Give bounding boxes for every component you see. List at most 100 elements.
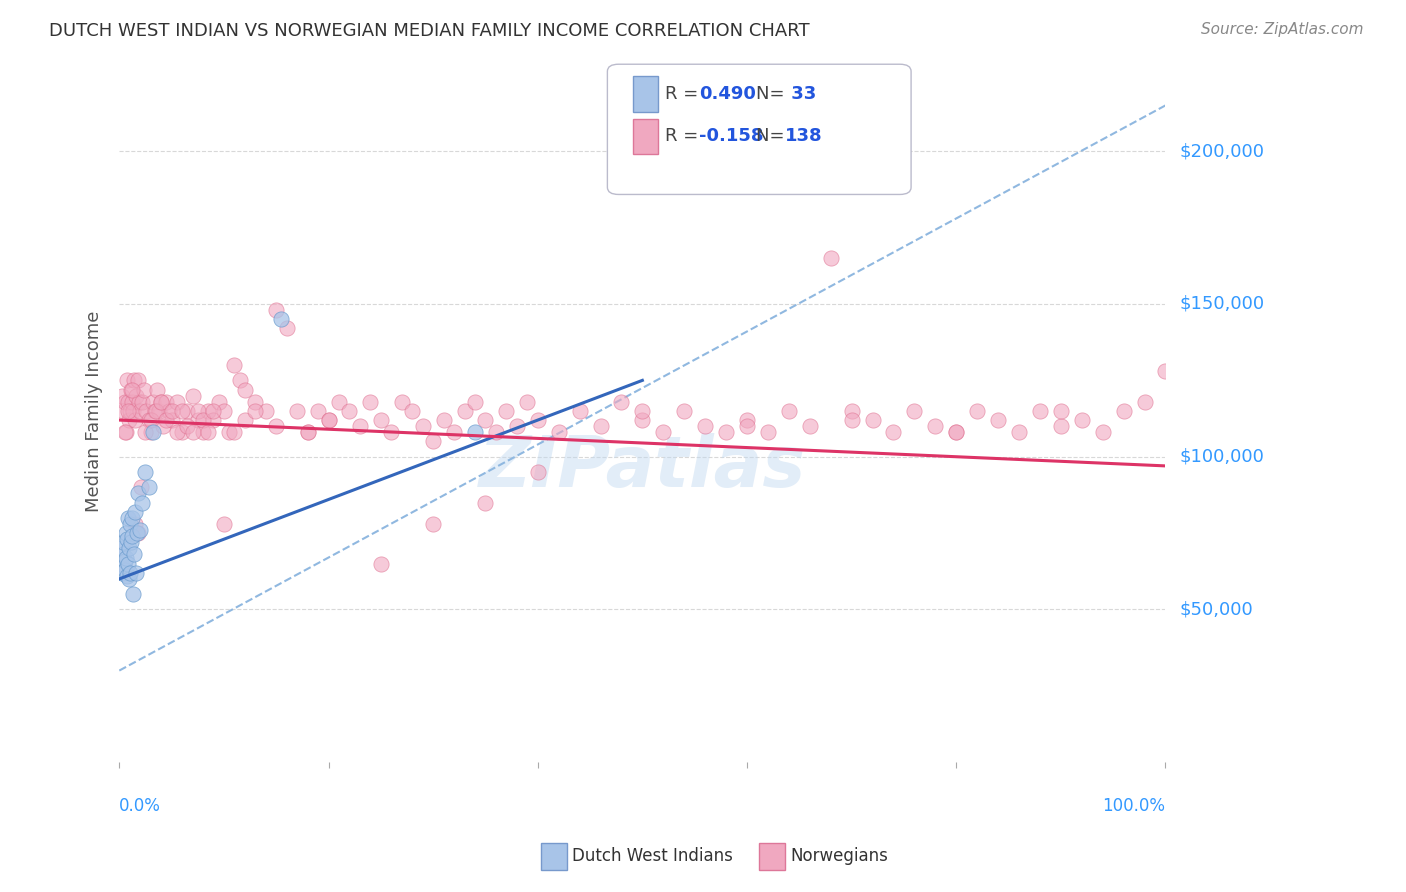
Point — [118, 404, 141, 418]
Point — [778, 404, 800, 418]
Point — [233, 383, 256, 397]
Point — [339, 404, 361, 418]
Point — [1008, 425, 1031, 440]
Text: Source: ZipAtlas.com: Source: ZipAtlas.com — [1201, 22, 1364, 37]
Text: $200,000: $200,000 — [1180, 142, 1264, 161]
Point — [589, 419, 612, 434]
Point — [155, 394, 177, 409]
Point — [181, 425, 204, 440]
Point — [121, 394, 143, 409]
Point — [139, 413, 162, 427]
Point — [233, 413, 256, 427]
Point — [134, 465, 156, 479]
Point — [127, 526, 149, 541]
Text: 100.0%: 100.0% — [1102, 797, 1166, 815]
Point — [114, 553, 136, 567]
Point — [485, 425, 508, 440]
Point — [124, 505, 146, 519]
Point — [112, 404, 135, 418]
Point — [121, 383, 143, 397]
Point — [170, 404, 193, 418]
Point — [122, 404, 145, 418]
Point — [516, 394, 538, 409]
Point — [131, 394, 153, 409]
Point — [120, 383, 142, 397]
Point — [114, 425, 136, 440]
Point — [143, 404, 166, 418]
Point — [212, 404, 235, 418]
Text: Dutch West Indians: Dutch West Indians — [572, 847, 733, 865]
Text: Norwegians: Norwegians — [790, 847, 889, 865]
Point — [1070, 413, 1092, 427]
Point — [118, 541, 141, 556]
Point — [1091, 425, 1114, 440]
Point — [610, 394, 633, 409]
Point — [276, 321, 298, 335]
Point — [652, 425, 675, 440]
Point — [191, 413, 214, 427]
Point — [359, 394, 381, 409]
Point — [799, 419, 821, 434]
Point — [197, 425, 219, 440]
Point — [110, 557, 132, 571]
Point — [464, 394, 486, 409]
Point — [1050, 404, 1073, 418]
Point — [254, 404, 277, 418]
Point — [1029, 404, 1052, 418]
Point — [142, 394, 165, 409]
Point — [118, 572, 141, 586]
Point — [526, 413, 548, 427]
Point — [945, 425, 967, 440]
Text: N=: N= — [756, 85, 790, 103]
Point — [117, 557, 139, 571]
Point — [118, 413, 141, 427]
Point — [134, 383, 156, 397]
Point — [125, 566, 148, 580]
Point — [422, 434, 444, 449]
Point — [264, 419, 287, 434]
Point — [464, 425, 486, 440]
Point — [318, 413, 340, 427]
Point — [115, 532, 138, 546]
Point — [506, 419, 529, 434]
Point — [370, 557, 392, 571]
Point — [297, 425, 319, 440]
Point — [122, 373, 145, 387]
Point — [370, 413, 392, 427]
Point — [307, 404, 329, 418]
Point — [966, 404, 988, 418]
Point — [202, 413, 225, 427]
Point — [495, 404, 517, 418]
Point — [129, 523, 152, 537]
Point — [526, 465, 548, 479]
Point — [138, 413, 160, 427]
Text: 0.0%: 0.0% — [120, 797, 162, 815]
Point — [474, 495, 496, 509]
Point — [735, 413, 758, 427]
Point — [170, 425, 193, 440]
Point — [146, 383, 169, 397]
Point — [820, 251, 842, 265]
Point — [112, 535, 135, 549]
Point — [903, 404, 925, 418]
Point — [127, 373, 149, 387]
Point — [131, 495, 153, 509]
Point — [245, 404, 267, 418]
Point — [735, 419, 758, 434]
Point — [568, 404, 591, 418]
Point — [318, 413, 340, 427]
Point — [882, 425, 904, 440]
Point — [115, 373, 138, 387]
Point — [328, 394, 350, 409]
Text: 0.490: 0.490 — [699, 85, 755, 103]
Point — [264, 303, 287, 318]
Point — [160, 413, 183, 427]
Point — [114, 563, 136, 577]
Point — [187, 413, 209, 427]
Point — [127, 486, 149, 500]
Point — [181, 389, 204, 403]
Point — [695, 419, 717, 434]
Point — [474, 413, 496, 427]
Point — [148, 404, 170, 418]
Text: $100,000: $100,000 — [1180, 448, 1264, 466]
